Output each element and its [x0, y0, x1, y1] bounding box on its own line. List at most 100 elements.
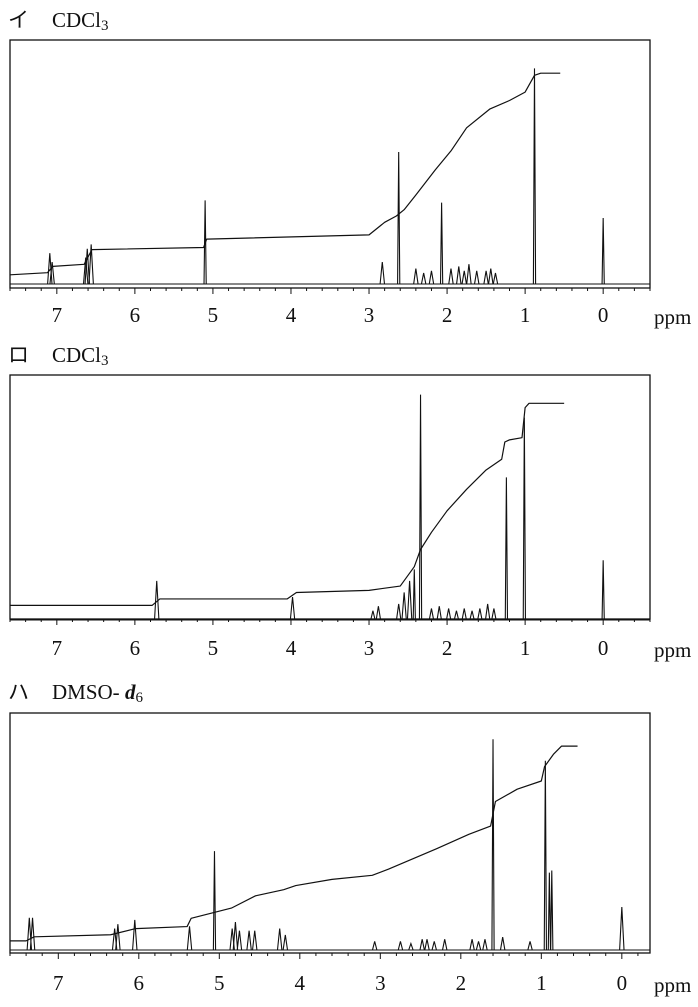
panel-title: ロ CDCl3 — [8, 339, 109, 370]
spectrum-peak — [379, 261, 386, 285]
spectrum-peak — [484, 603, 491, 621]
x-axis-unit: ppm — [654, 638, 691, 662]
x-tick-label: 2 — [442, 303, 453, 327]
x-tick-label: 6 — [134, 971, 145, 995]
spectrum-peak — [29, 917, 36, 951]
spectrum-peak — [370, 610, 376, 621]
x-axis-unit: ppm — [654, 973, 691, 997]
spectrum-peak — [153, 580, 160, 621]
spectrum-peak — [397, 941, 404, 951]
x-tick-label: 3 — [375, 971, 386, 995]
solvent-subscript: 3 — [101, 18, 109, 34]
spectrum-peak — [276, 928, 283, 951]
spectrum-peak — [431, 941, 437, 951]
x-axis-unit: ppm — [654, 305, 691, 329]
spectrum-peak — [289, 596, 296, 621]
spectrum-panel-1: イ CDCl3 7 6 5 4 3 2 1 0 ppm — [0, 0, 698, 335]
spectrum-peak — [619, 906, 625, 951]
x-tick-label: 1 — [536, 971, 547, 995]
spectrum-peak — [88, 244, 94, 285]
spectrum-peak — [475, 941, 482, 951]
x-tick-label: 0 — [598, 636, 609, 660]
x-tick-label: 2 — [456, 971, 467, 995]
spectrum-peak — [543, 760, 547, 951]
spectrum-peak — [84, 248, 91, 285]
spectrum-peak — [251, 930, 258, 951]
spectrum-peak — [499, 937, 506, 951]
spectrum-peak — [461, 608, 467, 621]
panel-label: ハ — [8, 680, 29, 704]
x-tick-label: 5 — [208, 303, 219, 327]
spectrum-peak — [453, 610, 460, 621]
x-tick-label: 1 — [520, 636, 531, 660]
spectrum-peak — [550, 870, 554, 951]
panel-label: ロ — [8, 343, 29, 367]
spectrum-peak — [203, 200, 207, 285]
spectrum-peak — [375, 606, 382, 621]
nmr-chart: 7 6 5 4 3 2 1 0 ppm — [9, 712, 691, 997]
spectrum-peak — [466, 264, 472, 285]
nmr-chart: 7 6 5 4 3 2 1 0 ppm — [9, 39, 691, 329]
spectrum-peak — [420, 272, 427, 285]
spectrum-peak — [49, 261, 55, 285]
x-tick-label: 5 — [208, 636, 219, 660]
x-tick-label: 7 — [53, 971, 64, 995]
plot-frame — [9, 374, 651, 620]
spectrum-peak — [461, 270, 467, 285]
integral-curve — [9, 72, 561, 276]
x-tick-label: 6 — [130, 303, 141, 327]
spectrum-peak — [419, 939, 425, 951]
x-tick-label: 5 — [214, 971, 225, 995]
panel-title: イ CDCl3 — [8, 4, 109, 35]
spectrum-peak — [412, 569, 416, 621]
solvent-label: CDCl — [52, 8, 102, 32]
x-tick-label: 7 — [52, 636, 63, 660]
integral-curve — [10, 402, 565, 606]
x-tick-label: 4 — [286, 303, 297, 327]
spectrum-peak — [401, 592, 407, 621]
x-tick-label: 0 — [617, 971, 628, 995]
integral-curve — [10, 745, 578, 942]
solvent-italic: d — [124, 680, 136, 704]
spectrum-peak — [488, 268, 494, 285]
spectrum-peak — [406, 580, 413, 621]
spectrum-peak — [395, 603, 402, 621]
spectrum-peak — [186, 926, 193, 951]
x-tick-label: 4 — [295, 971, 306, 995]
spectrum-peak — [132, 919, 138, 951]
x-tick-label: 4 — [286, 636, 297, 660]
spectrum-peak — [532, 68, 537, 285]
spectrum-peak — [469, 939, 475, 951]
spectrum-peak — [448, 268, 454, 285]
solvent-label: CDCl — [52, 343, 102, 367]
spectrum-peak — [483, 270, 489, 285]
spectrum-panel-3: ハ DMSO- d6 7 6 5 4 3 2 1 0 ppm — [0, 670, 698, 1007]
solvent-label: DMSO- — [52, 680, 125, 704]
spectrum-peak — [445, 608, 452, 621]
spectrum-peak — [436, 606, 443, 621]
spectrum-panel-2: ロ CDCl3 7 6 5 4 3 2 1 0 ppm — [0, 335, 698, 670]
x-tick-label: 3 — [364, 636, 375, 660]
plot-frame — [9, 712, 651, 954]
x-tick-label: 1 — [520, 303, 531, 327]
spectrum-peak — [413, 268, 419, 285]
spectrum-peak — [522, 417, 526, 621]
panel-label: イ — [8, 8, 29, 32]
x-tick-label: 0 — [598, 303, 609, 327]
panel-title: ハ DMSO- d6 — [8, 676, 143, 707]
nmr-chart: 7 6 5 4 3 2 1 0 ppm — [9, 374, 691, 662]
spectrum-peak — [482, 939, 488, 951]
spectrum-peak — [477, 608, 483, 621]
x-tick-label: 3 — [364, 303, 375, 327]
spectrum-peak — [439, 202, 444, 285]
spectrum-peak — [115, 924, 121, 951]
spectrum-peak — [456, 266, 462, 285]
spectrum-peak — [397, 151, 401, 285]
spectrum-peak — [601, 217, 605, 285]
plot-frame — [9, 39, 651, 289]
spectrum-peak — [504, 477, 509, 621]
spectrum-peak — [441, 939, 448, 951]
spectrum-peak — [232, 922, 239, 951]
x-tick-label: 2 — [442, 636, 453, 660]
solvent-subscript: 6 — [135, 690, 143, 706]
